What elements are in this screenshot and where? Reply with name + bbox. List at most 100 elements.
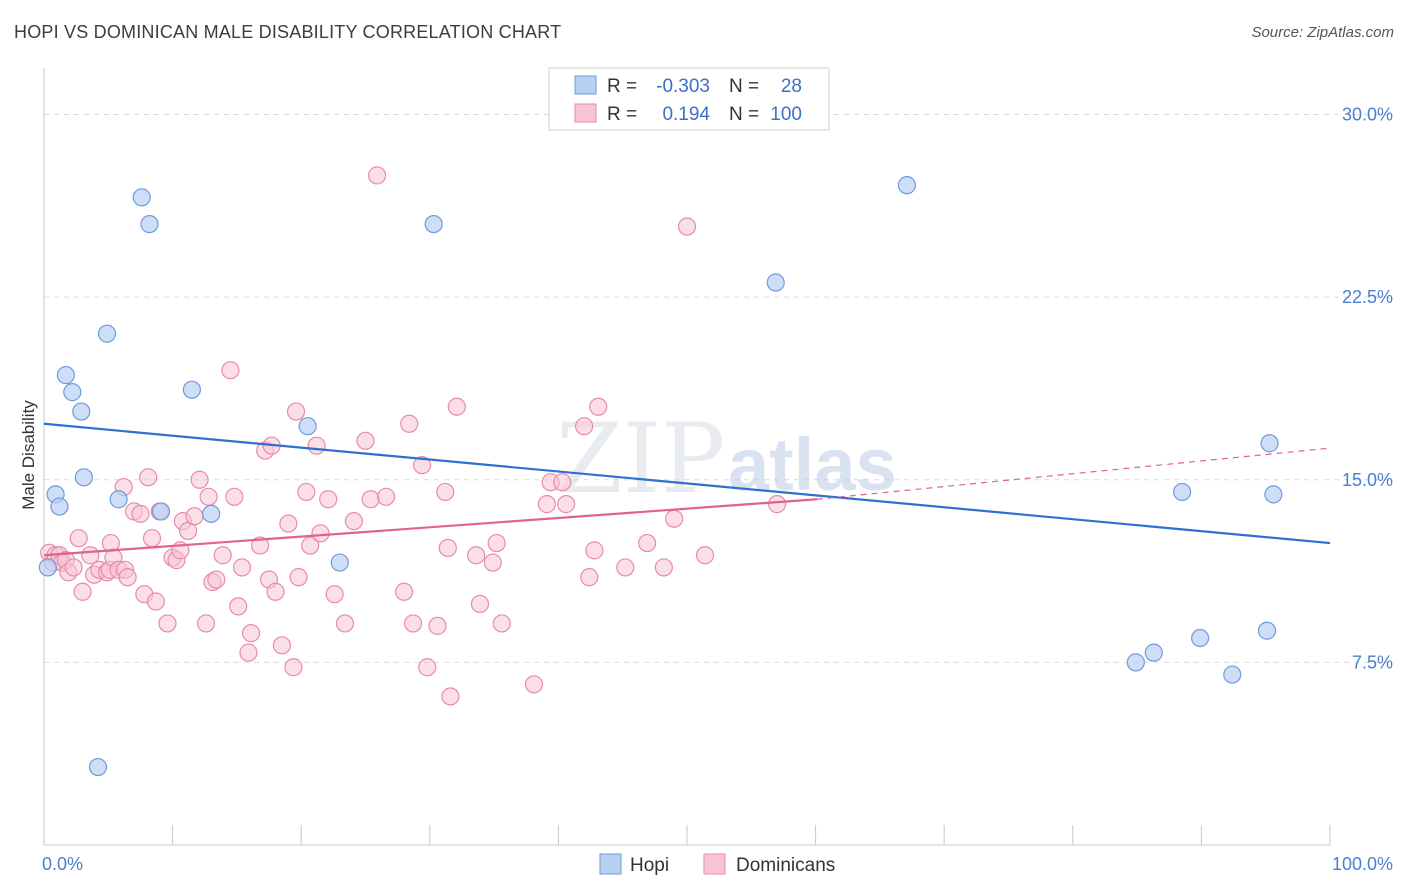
dominicans-point [376, 487, 396, 506]
hopi-point [88, 757, 108, 777]
grid-lines [44, 114, 1392, 663]
dominicans-point [279, 514, 298, 533]
dominicans-point [403, 614, 423, 633]
y-tick-label: 15.0% [1342, 470, 1393, 490]
dominicans-point [232, 558, 252, 577]
dominicans-point [767, 495, 787, 514]
dominicans-point [81, 546, 100, 565]
bottom-legend-swatch-hopi [599, 853, 622, 875]
dominicans-point [438, 538, 457, 558]
source-label: Source: ZipAtlas.com [1251, 24, 1394, 41]
y-tick-label: 30.0% [1342, 105, 1393, 125]
dominicans-point [64, 558, 83, 577]
legend-hopi-r-label: R = [607, 76, 637, 97]
legend-dominicans-n-value: 100 [770, 104, 802, 125]
dominicans-point [131, 504, 150, 523]
dominicans-point [654, 558, 673, 577]
x-tick-label-max: 100.0% [1332, 854, 1393, 874]
x-tick-label-min: 0.0% [42, 854, 83, 874]
dominicans-point [207, 570, 226, 589]
dominicans-point [69, 529, 88, 548]
hopi-point [97, 324, 117, 343]
dominicans-point [325, 585, 344, 604]
hopi-point [202, 504, 221, 523]
hopi-point [132, 188, 151, 207]
hopi-point [182, 380, 201, 399]
y-tick-labels: 7.5% 15.0% 22.5% 30.0% [1342, 105, 1393, 673]
dominicans-point [470, 594, 490, 614]
hopi-point [1260, 434, 1279, 453]
dominicans-point [575, 417, 594, 436]
dominicans-point [73, 582, 92, 601]
dominicans-point [557, 495, 576, 514]
dominicans-point [146, 592, 165, 611]
dominicans-point [239, 643, 258, 662]
dominicans-point [139, 468, 158, 487]
hopi-point [151, 502, 171, 521]
dominicans-point [580, 568, 599, 587]
axes [43, 68, 1331, 846]
dominicans-point [297, 482, 316, 502]
dominicans-point [487, 533, 506, 553]
dominicans-point [400, 414, 419, 433]
hopi-point [1126, 653, 1145, 672]
dominicans-point [284, 658, 303, 677]
dominicans-point [307, 436, 326, 455]
dominicans-point [266, 582, 285, 601]
dominicans-point [319, 490, 338, 509]
dominicans-trend-extension [816, 447, 1331, 500]
dominicans-point [142, 529, 162, 548]
y-axis-label: Male Disability [19, 400, 38, 510]
dominicans-point [638, 533, 657, 553]
dominicans-point [250, 536, 270, 555]
dominicans-point [677, 217, 697, 236]
dominicans-point [213, 546, 232, 565]
dominicans-point [190, 470, 209, 489]
bottom-legend-dominicans: Dominicans [736, 855, 835, 876]
trend-lines [43, 422, 1331, 557]
dominicans-point [436, 482, 455, 502]
dominicans-trend-line [43, 498, 817, 557]
dominicans-point [229, 597, 248, 616]
dominicans-point [483, 553, 502, 572]
dominicans-point [418, 658, 437, 677]
hopi-point [298, 417, 317, 436]
legend-dominicans-r-value: 0.194 [662, 104, 710, 125]
hopi-point [72, 402, 91, 421]
dominicans-point [616, 558, 635, 577]
dominicans-point [289, 568, 308, 587]
hopi-point [63, 383, 82, 402]
y-tick-label: 7.5% [1352, 652, 1393, 672]
dominicans-point [695, 546, 715, 565]
hopi-point [38, 558, 57, 577]
dominicans-point [447, 397, 466, 416]
hopi-trend-line [43, 422, 1331, 545]
dominicans-point [199, 487, 218, 506]
hopi-point [424, 214, 443, 234]
dominicans-point [196, 614, 216, 633]
hopi-point [1191, 628, 1210, 648]
hopi-point [897, 176, 917, 195]
dominicans-points [40, 166, 787, 706]
dominicans-point [272, 636, 292, 655]
hopi-point [330, 553, 349, 572]
legend-hopi-n-label: N = [729, 76, 759, 97]
chart-title: HOPI VS DOMINICAN MALE DISABILITY CORREL… [14, 22, 562, 42]
y-tick-label: 22.5% [1342, 287, 1393, 307]
dominicans-point [311, 524, 330, 543]
hopi-points [38, 176, 1283, 777]
dominicans-point [553, 473, 572, 492]
legend-dominicans-r-label: R = [607, 104, 637, 125]
dominicans-point [524, 675, 544, 694]
dominicans-point [185, 507, 204, 526]
legend-dominicans-n-label: N = [729, 104, 759, 125]
dominicans-point [335, 614, 355, 633]
x-tick-labels: 0.0% 100.0% [42, 854, 1393, 874]
dominicans-point [585, 541, 604, 560]
dominicans-point [286, 402, 306, 421]
hopi-point [1173, 482, 1192, 502]
watermark-atlas: atlas [728, 423, 897, 506]
dominicans-point [665, 509, 684, 528]
dominicans-point [158, 614, 177, 633]
